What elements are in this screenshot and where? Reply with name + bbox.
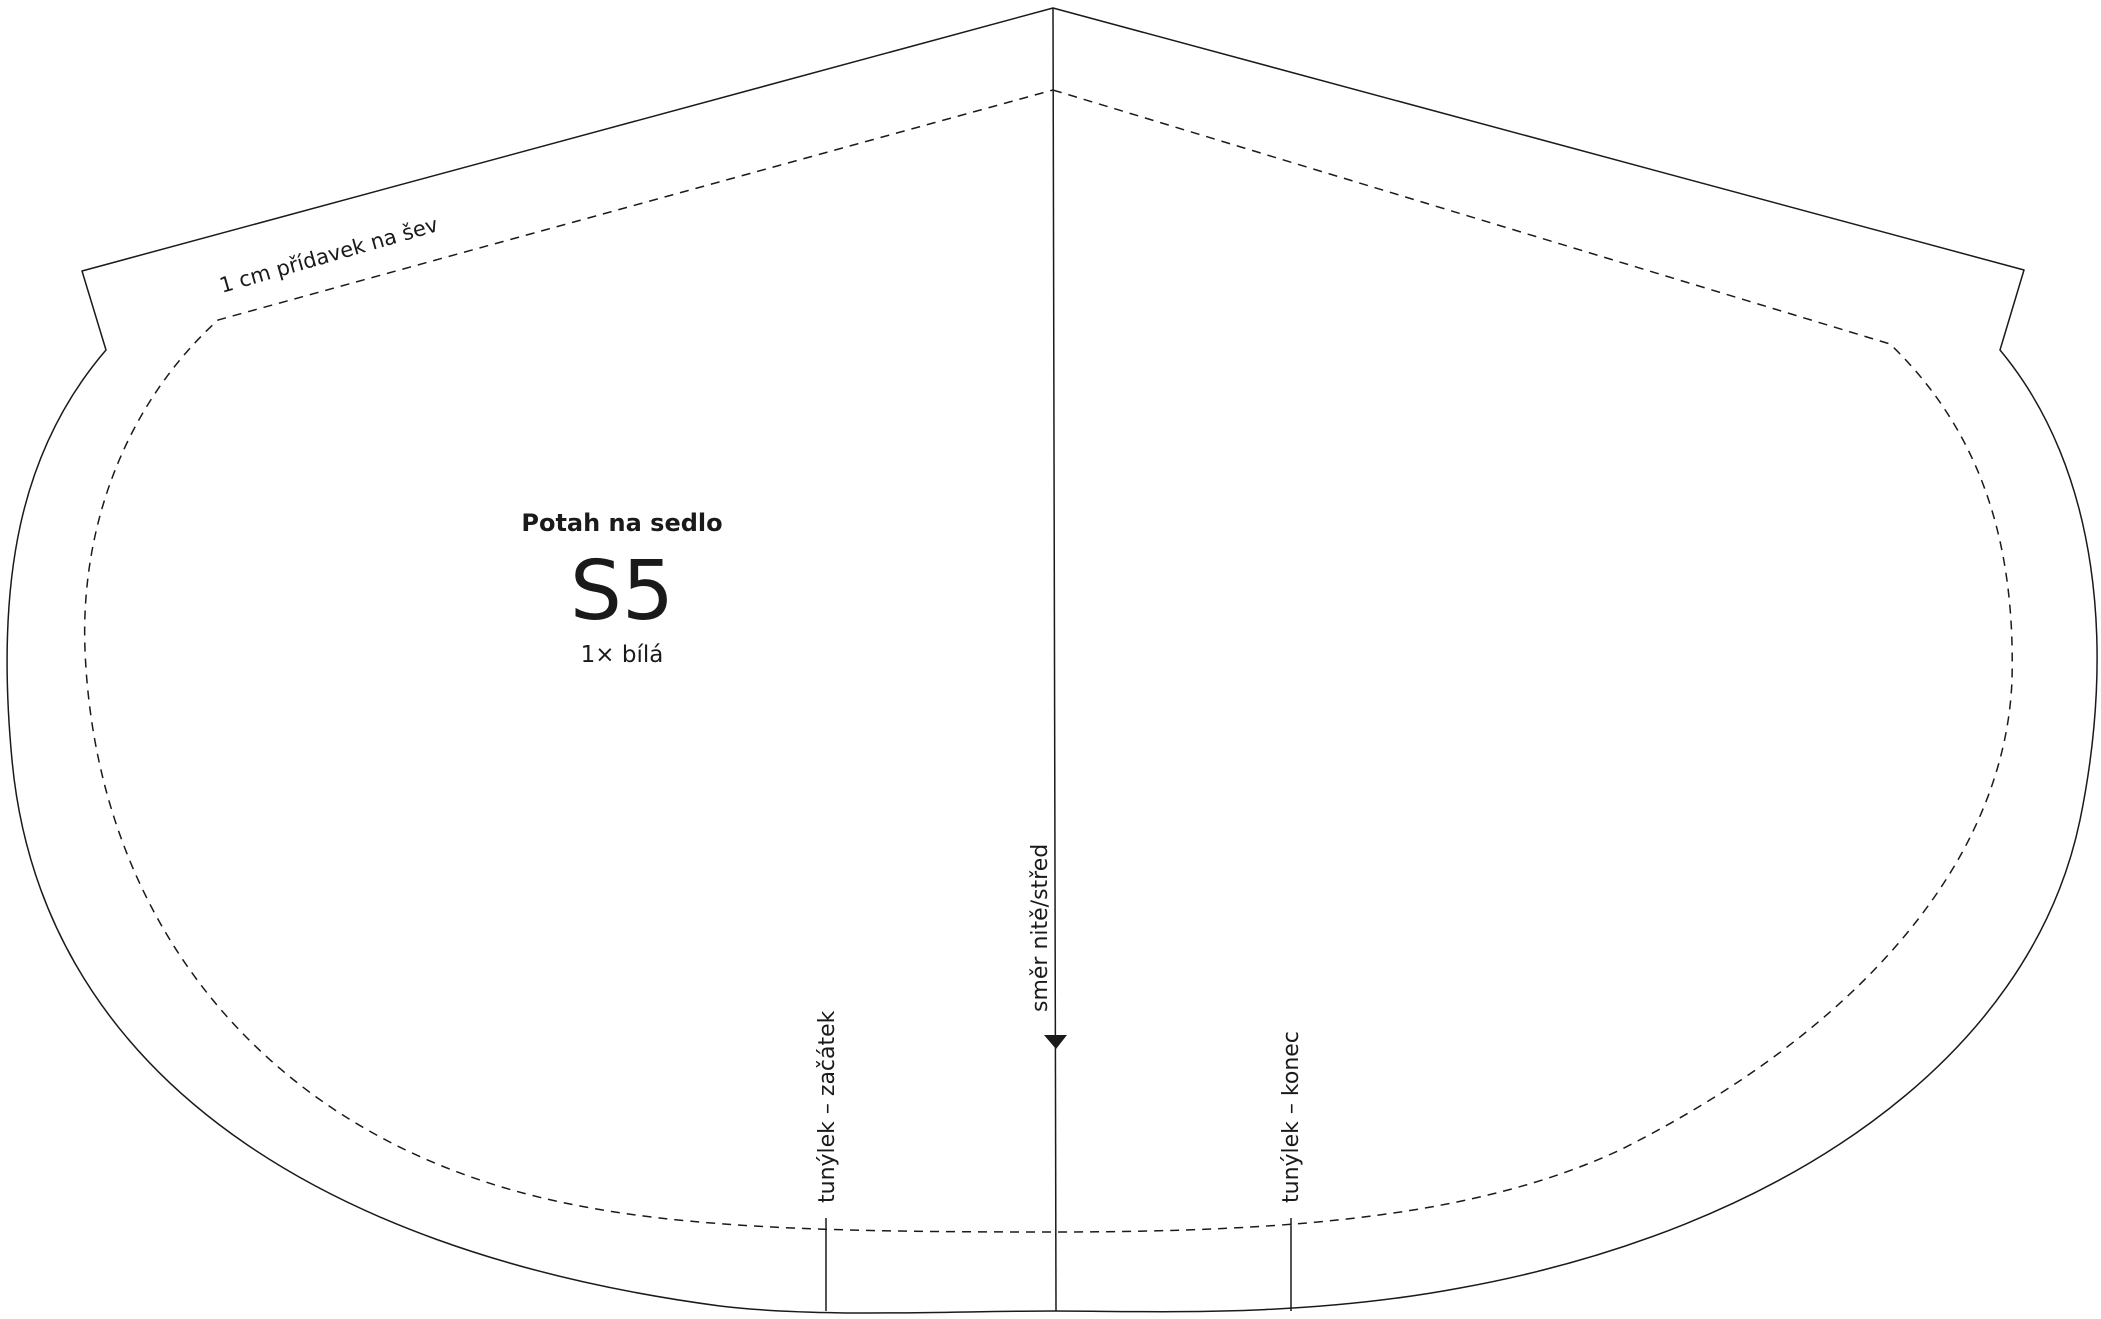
grainline-label: směr nitě/střed: [1028, 844, 1053, 1012]
tunnel-start-label: tunýlek – začátek: [815, 1010, 840, 1203]
grainline-arrowhead: [1044, 1035, 1067, 1049]
grainline: [1052, 7, 1057, 1312]
tunnel-end-label: tunýlek – konec: [1279, 1031, 1304, 1203]
cut-outline: [6, 7, 2098, 1314]
pattern-title: Potah na sedlo: [521, 509, 722, 537]
seam-line: [83, 89, 2013, 1233]
pattern-quantity: 1× bílá: [581, 642, 664, 668]
pattern-code: S5: [570, 544, 674, 639]
